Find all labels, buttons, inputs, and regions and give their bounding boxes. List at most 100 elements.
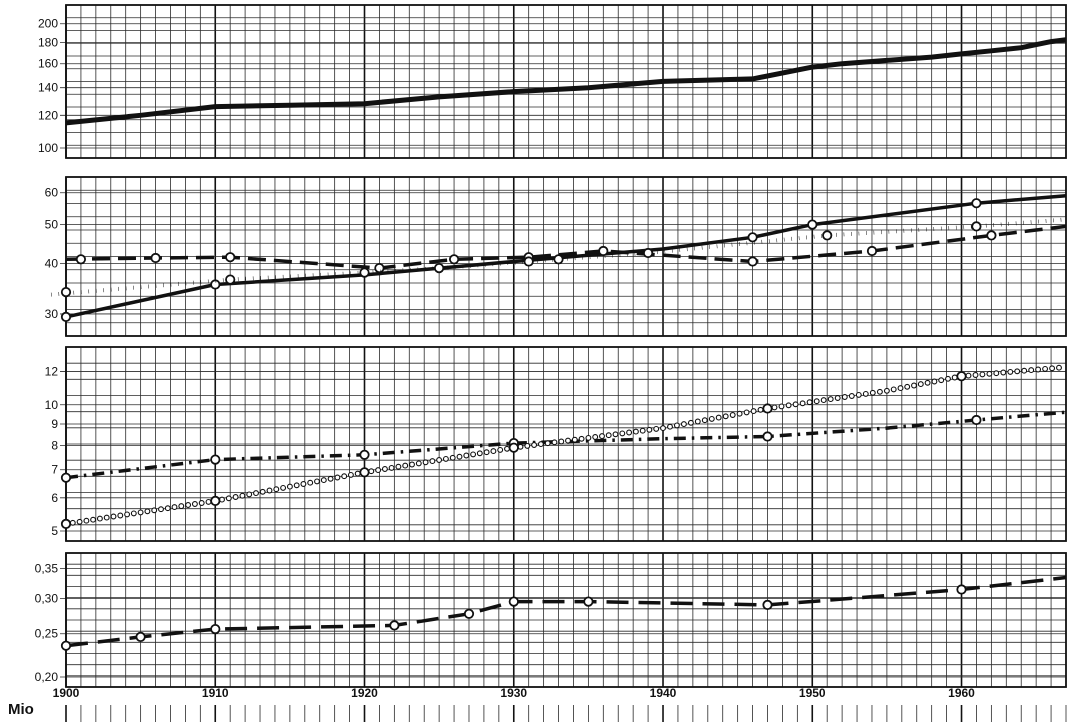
- series-ring-dot: [799, 400, 806, 407]
- series-ring-dot: [660, 425, 666, 432]
- data-point: [956, 584, 967, 595]
- data-point: [747, 256, 758, 267]
- series-ring-dot: [653, 425, 660, 432]
- series-ring-dot: [1028, 367, 1035, 374]
- series-ring-dot: [124, 511, 131, 518]
- y-tick-label: 30: [45, 307, 59, 321]
- series-ring-dot: [715, 414, 722, 421]
- series-ring-dot: [334, 474, 341, 481]
- series-ring-dot: [1000, 369, 1007, 376]
- series-ring-dot: [1007, 368, 1014, 375]
- series-ring-dot: [1035, 366, 1042, 373]
- series-ring-dot: [442, 455, 449, 462]
- series-ring-dot: [986, 370, 993, 377]
- data-point: [971, 198, 982, 209]
- y-tick-label: 160: [38, 57, 58, 71]
- data-point: [210, 454, 221, 465]
- series-ring-dot: [1014, 368, 1021, 375]
- data-point: [508, 596, 519, 607]
- series-ring-dot: [320, 477, 327, 484]
- series-ring-dot: [612, 431, 619, 438]
- series-ring-dot: [449, 454, 456, 461]
- data-point: [60, 472, 72, 483]
- series-ring-dot: [565, 437, 571, 444]
- data-point: [747, 232, 758, 243]
- series-ring-dot: [626, 429, 633, 436]
- y-tick-label: 40: [45, 257, 59, 271]
- series-ring-dot: [456, 453, 463, 460]
- y-tick-label: 6: [51, 491, 58, 505]
- series-ring-dot: [307, 479, 314, 486]
- series-ring-dot: [266, 487, 273, 494]
- series-ring-dot: [571, 436, 578, 443]
- series-ring-dot: [736, 410, 743, 417]
- x-tick-label: 1900: [53, 686, 80, 700]
- series-ring-dot: [415, 460, 422, 467]
- series-line: [65, 193, 1067, 319]
- y-tick-label: 7: [51, 463, 58, 477]
- series-ring-dot: [945, 375, 951, 382]
- series-ring-dot: [178, 503, 185, 510]
- series-ring-dot: [862, 390, 869, 397]
- series-ring-dot: [680, 421, 687, 428]
- data-point: [598, 245, 609, 257]
- series-ring-dot: [585, 434, 592, 441]
- series-ring-dot: [158, 506, 164, 513]
- series-ring-dot: [938, 377, 945, 384]
- series-ring-dot: [205, 498, 212, 505]
- series-ring-dot: [198, 500, 205, 506]
- series-ring-dot: [551, 439, 558, 446]
- series-ring-dot: [286, 483, 293, 490]
- panel-frame: [65, 552, 1067, 688]
- series-ring-dot: [848, 393, 855, 399]
- series-ring-dot: [90, 516, 97, 523]
- data-point: [60, 311, 72, 322]
- series-ring-dot: [381, 466, 388, 472]
- data-point: [374, 262, 385, 274]
- series-ring-dot: [931, 378, 938, 385]
- series-ring-dot: [605, 432, 612, 439]
- series-ring-dot: [225, 495, 232, 502]
- series-ring-dot: [993, 370, 1000, 377]
- series-ring-dot: [687, 419, 694, 426]
- labels: 100 120 140 160 180 200 30 40 50 60 5 6 7 8 9 10 12 0,20 0…: [35, 17, 976, 700]
- series-ring-dot: [965, 372, 972, 379]
- series-ring-dot: [820, 397, 827, 404]
- series-ring-dot: [827, 396, 834, 403]
- series-ring-dot: [69, 519, 76, 526]
- series-ring-dot: [834, 395, 841, 401]
- series-ring-dot: [470, 451, 477, 458]
- series-line: [65, 410, 1067, 480]
- series-ring-dot: [972, 372, 979, 378]
- series-ring-dot: [537, 441, 544, 448]
- data-point: [210, 279, 221, 290]
- series-ring-dot: [273, 486, 280, 493]
- series-ring-dot: [232, 494, 239, 500]
- series-ring-dot: [813, 398, 820, 405]
- series-ring-dot: [314, 478, 320, 485]
- panel-frame: [65, 4, 1067, 159]
- series-ring-dot: [253, 490, 259, 497]
- series-ring-dot: [429, 458, 436, 465]
- data-point: [60, 518, 72, 530]
- data-point: [822, 230, 833, 241]
- series-ring-dot: [354, 470, 361, 477]
- series-ring-dot: [917, 381, 924, 388]
- series-ring-dot: [1049, 365, 1056, 372]
- y-tick-label: 180: [38, 36, 58, 50]
- data-point: [75, 254, 87, 265]
- series-ring-dot: [483, 449, 490, 456]
- y-tick-label: 0,25: [35, 627, 59, 641]
- data-point: [359, 449, 370, 460]
- data-point: [762, 403, 773, 414]
- series-ring-dot: [869, 389, 876, 396]
- series-ring-dot: [347, 471, 354, 478]
- y-tick-label: 0,35: [35, 561, 59, 575]
- series-ring-dot: [402, 462, 409, 469]
- grid: [60, 4, 1067, 722]
- series-ring-dot: [1042, 365, 1049, 372]
- series-ring-dot: [592, 434, 599, 440]
- series-ring-dot: [171, 504, 178, 511]
- data-point: [762, 431, 773, 442]
